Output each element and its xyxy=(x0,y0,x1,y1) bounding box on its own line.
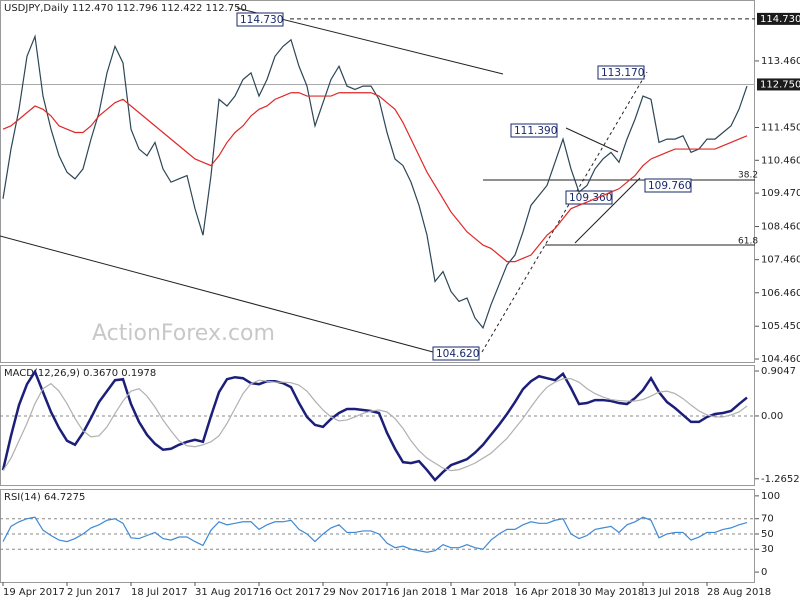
annotation-box xyxy=(432,346,480,361)
x-tick-label: 16 Jan 2018 xyxy=(387,587,447,598)
annotation: 114.730 xyxy=(240,14,283,26)
rsi-panel xyxy=(0,489,755,583)
y-tick-label: 113.460 xyxy=(761,56,800,67)
annotation-box xyxy=(510,123,558,138)
channel-bottom xyxy=(0,235,434,353)
y-tick-label: -1.2652 xyxy=(761,474,800,485)
x-tick-label: 2 Jun 2017 xyxy=(67,587,121,598)
x-tick-label: 1 Mar 2018 xyxy=(451,587,508,598)
triangle-bottom xyxy=(574,177,641,244)
y-tick-label: 100 xyxy=(761,491,780,502)
annotation: 109.360 xyxy=(569,192,612,204)
y-tick-label: 0.00 xyxy=(761,411,783,422)
price-box xyxy=(757,12,800,25)
x-tick-label: 18 Jul 2017 xyxy=(131,587,188,598)
price-title: USDJPY,Daily 112.470 112.796 112.422 112… xyxy=(4,3,247,14)
y-tick-label: 0 xyxy=(761,567,767,578)
price-label: 114.730 xyxy=(760,14,800,25)
y-tick-label: 0.9047 xyxy=(761,366,796,377)
y-tick-label: 50 xyxy=(761,529,774,540)
price-box xyxy=(757,78,800,91)
x-tick-label: 31 Aug 2017 xyxy=(195,587,259,598)
y-tick-label: 107.460 xyxy=(761,255,800,266)
x-tick-label: 28 Aug 2018 xyxy=(707,587,771,598)
x-tick-label: 13 Jul 2018 xyxy=(643,587,700,598)
series-line xyxy=(2,516,748,553)
y-tick-label: 30 xyxy=(761,544,774,555)
series-line xyxy=(2,34,748,330)
series-line xyxy=(1,369,748,482)
y-tick-label: 110.460 xyxy=(761,155,800,166)
projection-line xyxy=(481,71,648,353)
annotation-box xyxy=(597,65,645,80)
series-line xyxy=(2,92,748,263)
y-tick-label: 70 xyxy=(761,514,774,525)
annotation: 104.620 xyxy=(436,348,479,360)
macd-panel xyxy=(0,365,755,486)
annotation: 113.170 xyxy=(601,67,644,79)
x-tick-label: 19 Apr 2017 xyxy=(3,587,65,598)
y-tick-label: 105.450 xyxy=(761,321,800,332)
y-tick-label: 111.450 xyxy=(761,123,800,134)
annotation-box xyxy=(644,178,692,193)
fib-label: 61.8 xyxy=(738,237,758,247)
fib-label: 38.2 xyxy=(738,171,758,181)
annotation-box xyxy=(565,190,613,205)
y-tick-label: 109.470 xyxy=(761,188,800,199)
x-tick-label: 29 Nov 2017 xyxy=(323,587,387,598)
rsi-title: RSI(14) 64.7275 xyxy=(4,492,85,503)
y-tick-label: 108.460 xyxy=(761,222,800,233)
annotation: 109.760 xyxy=(648,180,691,192)
price-label: 112.750 xyxy=(760,79,800,90)
annotation-box xyxy=(236,12,284,27)
x-tick-label: 16 Apr 2018 xyxy=(515,587,577,598)
watermark: ActionForex.com xyxy=(92,321,275,346)
triangle-top xyxy=(565,127,619,153)
x-tick-label: 30 May 2018 xyxy=(579,587,644,598)
series-line xyxy=(2,378,748,472)
macd-title: MACD(12,26,9) 0.3670 0.1978 xyxy=(4,368,156,379)
price-panel xyxy=(0,0,755,363)
y-tick-label: 104.460 xyxy=(761,354,800,365)
y-tick-label: 106.460 xyxy=(761,288,800,299)
x-tick-label: 16 Oct 2017 xyxy=(259,587,321,598)
annotation: 111.390 xyxy=(514,125,557,137)
